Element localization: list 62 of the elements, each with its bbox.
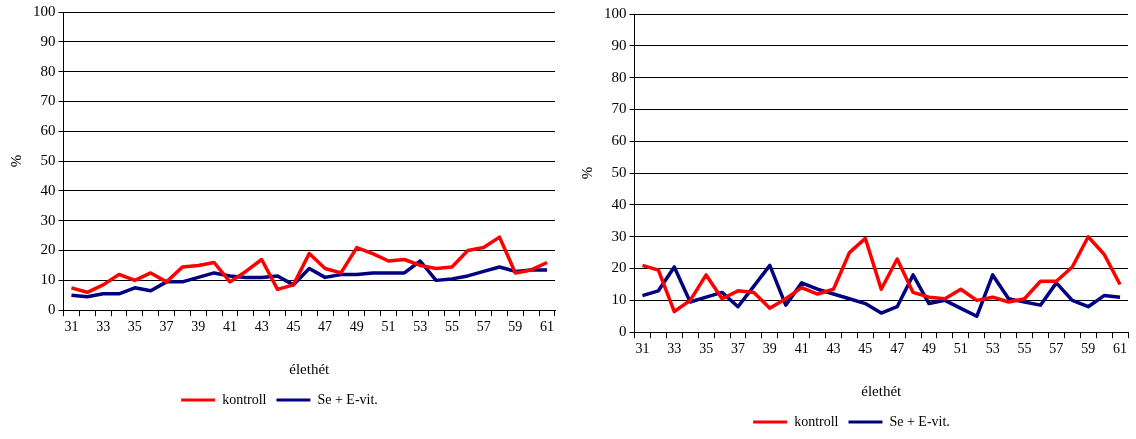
y-tick-label: 20 bbox=[611, 259, 627, 276]
y-axis-title: % bbox=[578, 166, 595, 180]
y-tick-label: 30 bbox=[611, 227, 627, 244]
x-tick-label: 43 bbox=[254, 319, 269, 335]
x-tick-label: 39 bbox=[191, 319, 206, 335]
x-tick-label: 57 bbox=[476, 319, 491, 335]
x-tick-label: 41 bbox=[794, 341, 809, 357]
x-tick-label: 51 bbox=[953, 341, 968, 357]
x-tick-label: 43 bbox=[826, 341, 841, 357]
x-tick-label: 35 bbox=[699, 341, 714, 357]
y-tick-label: 100 bbox=[33, 2, 56, 19]
y-tick-label: 10 bbox=[611, 291, 627, 308]
y-tick-label: 70 bbox=[40, 92, 56, 109]
y-axis-title: % bbox=[7, 154, 24, 168]
x-tick-label: 37 bbox=[159, 319, 174, 335]
legend-label: kontroll bbox=[222, 391, 267, 407]
y-tick-label: 50 bbox=[40, 152, 56, 169]
y-tick-label: 0 bbox=[619, 323, 627, 340]
y-tick-label: 70 bbox=[611, 100, 627, 117]
x-tick-label: 31 bbox=[635, 341, 650, 357]
legend-label: Se + E-vit. bbox=[317, 391, 378, 407]
y-tick-label: 50 bbox=[611, 164, 627, 181]
y-tick-label: 60 bbox=[611, 132, 627, 149]
x-tick-label: 51 bbox=[381, 319, 396, 335]
x-axis-title: élethét bbox=[289, 360, 331, 377]
x-tick-label: 49 bbox=[922, 341, 937, 357]
y-tick-label: 40 bbox=[40, 181, 56, 198]
x-tick-label: 33 bbox=[96, 319, 111, 335]
x-tick-label: 41 bbox=[222, 319, 237, 335]
y-tick-label: 90 bbox=[40, 32, 56, 49]
x-axis-title: élethét bbox=[861, 382, 903, 399]
y-tick-label: 10 bbox=[40, 271, 56, 288]
y-tick-label: 40 bbox=[611, 195, 627, 212]
x-tick-label: 37 bbox=[730, 341, 745, 357]
y-tick-label: 100 bbox=[604, 4, 627, 21]
x-tick-label: 55 bbox=[444, 319, 459, 335]
y-tick-label: 80 bbox=[611, 68, 627, 85]
x-tick-label: 59 bbox=[508, 319, 523, 335]
y-tick-label: 0 bbox=[48, 301, 56, 318]
x-tick-label: 61 bbox=[1113, 341, 1128, 357]
x-tick-label: 45 bbox=[858, 341, 873, 357]
x-tick-label: 35 bbox=[127, 319, 142, 335]
x-tick-label: 55 bbox=[1017, 341, 1032, 357]
x-tick-label: 33 bbox=[667, 341, 682, 357]
x-tick-label: 57 bbox=[1049, 341, 1064, 357]
x-tick-label: 31 bbox=[64, 319, 79, 335]
x-tick-label: 61 bbox=[540, 319, 555, 335]
y-tick-label: 80 bbox=[40, 62, 56, 79]
y-tick-label: 30 bbox=[40, 211, 56, 228]
y-tick-label: 60 bbox=[40, 122, 56, 139]
x-tick-label: 59 bbox=[1081, 341, 1096, 357]
x-tick-label: 39 bbox=[762, 341, 777, 357]
x-tick-label: 45 bbox=[286, 319, 301, 335]
x-tick-label: 47 bbox=[890, 341, 905, 357]
y-tick-label: 20 bbox=[40, 241, 56, 258]
x-tick-label: 53 bbox=[413, 319, 428, 335]
x-tick-label: 49 bbox=[349, 319, 364, 335]
legend-label: Se + E-vit. bbox=[889, 413, 950, 429]
x-tick-label: 47 bbox=[318, 319, 333, 335]
y-tick-label: 90 bbox=[611, 36, 627, 53]
x-tick-label: 53 bbox=[985, 341, 1000, 357]
legend-label: kontroll bbox=[794, 413, 839, 429]
